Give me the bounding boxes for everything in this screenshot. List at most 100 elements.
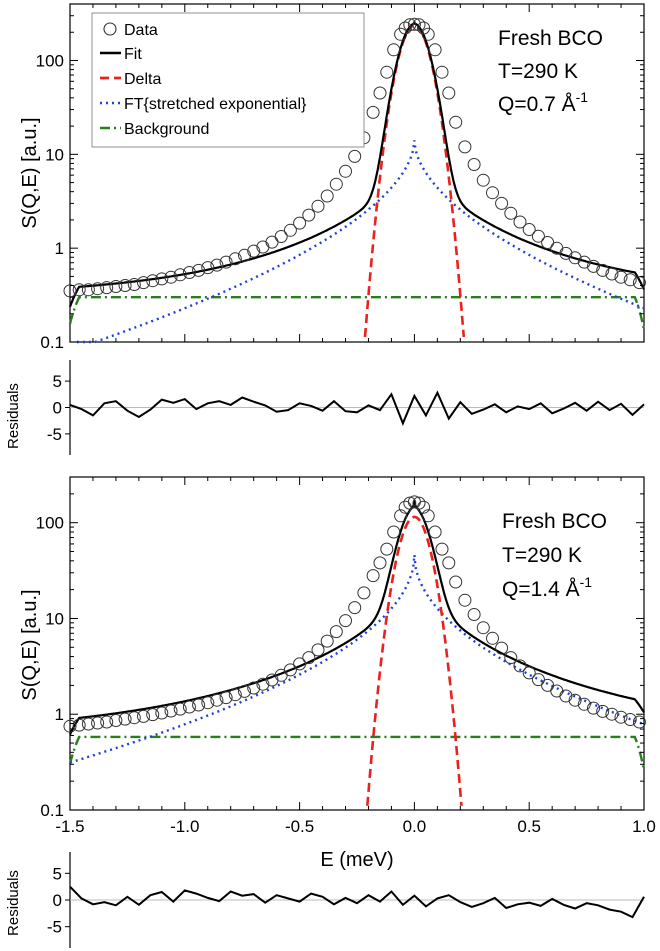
- data-point: [380, 65, 394, 79]
- fit-curve: [68, 22, 645, 308]
- data-point: [164, 704, 178, 718]
- data-point: [458, 593, 472, 607]
- data-point: [486, 186, 499, 200]
- data-point: [467, 158, 481, 171]
- data-point: [247, 244, 261, 258]
- delta-curve: [363, 24, 466, 338]
- data-point: [146, 274, 160, 288]
- data-point: [387, 525, 401, 539]
- background-curve: [68, 735, 646, 771]
- data-point: [366, 105, 380, 119]
- stretched-exp-curve: [76, 140, 645, 344]
- x-tick-label: 0.5: [517, 817, 541, 836]
- data-point: [219, 691, 233, 705]
- y-tick-label: 100: [36, 514, 64, 533]
- y-tick-label: 0.1: [40, 333, 64, 352]
- y-tick-label: 10: [45, 609, 64, 628]
- data-markers: [63, 495, 646, 733]
- data-point: [265, 235, 279, 249]
- data-point: [522, 223, 536, 236]
- data-point: [412, 496, 426, 510]
- y-tick-label: 100: [36, 51, 64, 70]
- data-point: [357, 586, 371, 600]
- data-point: [605, 267, 619, 281]
- data-point: [568, 693, 582, 707]
- data-point: [302, 208, 316, 222]
- data-point: [173, 702, 187, 716]
- data-point: [329, 625, 343, 639]
- top-residuals-series: [69, 390, 645, 426]
- data-point: [293, 216, 307, 230]
- x-tick-label: -1.5: [55, 817, 84, 836]
- res-y-tick-label: -5: [47, 918, 62, 937]
- legend: Data Fit Delta FT{stretched exponential}…: [91, 12, 365, 148]
- data-point: [228, 688, 242, 702]
- data-point: [274, 230, 288, 243]
- stretched-exp-series: [76, 140, 645, 344]
- top-residuals-y-ticks: -5 0 5: [47, 372, 70, 444]
- data-point: [302, 651, 316, 665]
- data-point: [476, 621, 490, 635]
- y-tick-label: 1: [55, 239, 64, 258]
- x-axis-ticks: -1.5 -1.0 -0.5 0.0 0.5 1.0: [55, 477, 656, 836]
- data-point: [632, 715, 646, 729]
- y-axis-title: S(Q,E) [a.u.]: [19, 117, 41, 228]
- stretched-exp-series: [69, 554, 645, 764]
- data-point: [387, 43, 401, 57]
- delta-series: [366, 515, 463, 806]
- res-y-tick-label: -5: [47, 425, 62, 444]
- data-point: [228, 252, 242, 266]
- data-point: [587, 701, 600, 715]
- data-point: [201, 261, 215, 275]
- x-tick-label: -1.0: [170, 817, 199, 836]
- data-point: [182, 700, 196, 714]
- data-point: [72, 718, 86, 732]
- legend-delta-label: Delta: [124, 71, 161, 88]
- data-point: [373, 86, 387, 100]
- data-point: [428, 525, 442, 539]
- data-point: [504, 651, 518, 665]
- legend-fit-label: Fit: [124, 46, 142, 63]
- data-point: [394, 509, 408, 523]
- data-point: [541, 236, 555, 249]
- data-point: [632, 276, 646, 290]
- data-point: [109, 280, 123, 293]
- data-point: [398, 21, 412, 35]
- bottom-panel-frame: [69, 476, 645, 811]
- data-point: [476, 173, 490, 187]
- data-point: [449, 575, 463, 589]
- background-series: [68, 296, 646, 331]
- x-tick-label: 0.0: [403, 817, 427, 836]
- data-point: [458, 140, 472, 154]
- res-y-tick-label: 5: [53, 372, 62, 391]
- data-point: [531, 229, 545, 243]
- x-axis-title: E (meV): [320, 849, 393, 871]
- data-point: [495, 196, 509, 210]
- data-point: [256, 677, 270, 691]
- data-point: [201, 696, 215, 710]
- annotation: Fresh BCO T=290 K Q=0.7 Å-1: [498, 27, 603, 116]
- data-point: [164, 270, 178, 284]
- y-tick-label: 10: [45, 145, 64, 164]
- y-axis-ticks: 0.1 1 10 100: [36, 476, 644, 820]
- data-point: [311, 643, 325, 657]
- annotation-q: Q=1.4 Å-1: [502, 574, 592, 601]
- bottom-residuals-series: [69, 885, 645, 919]
- data-point: [238, 684, 251, 698]
- data-point: [596, 704, 610, 718]
- data-point: [81, 717, 95, 731]
- data-point: [63, 719, 77, 733]
- data-point: [182, 266, 196, 279]
- legend-background-label: Background: [124, 121, 209, 138]
- annotation: Fresh BCO T=290 K Q=1.4 Å-1: [502, 510, 607, 601]
- data-point: [366, 569, 380, 583]
- data-point: [614, 270, 628, 284]
- data-point: [614, 710, 628, 724]
- top-residuals-panel: -5 0 5 Residuals: [5, 360, 645, 455]
- annotation-q-prefix: Q=1.4 Å: [502, 578, 580, 601]
- data-point: [320, 634, 334, 648]
- legend-strexp-label: FT{stretched exponential}: [124, 96, 307, 113]
- data-point: [568, 251, 582, 265]
- data-point: [219, 255, 233, 269]
- annotation-q-sup: -1: [580, 574, 593, 590]
